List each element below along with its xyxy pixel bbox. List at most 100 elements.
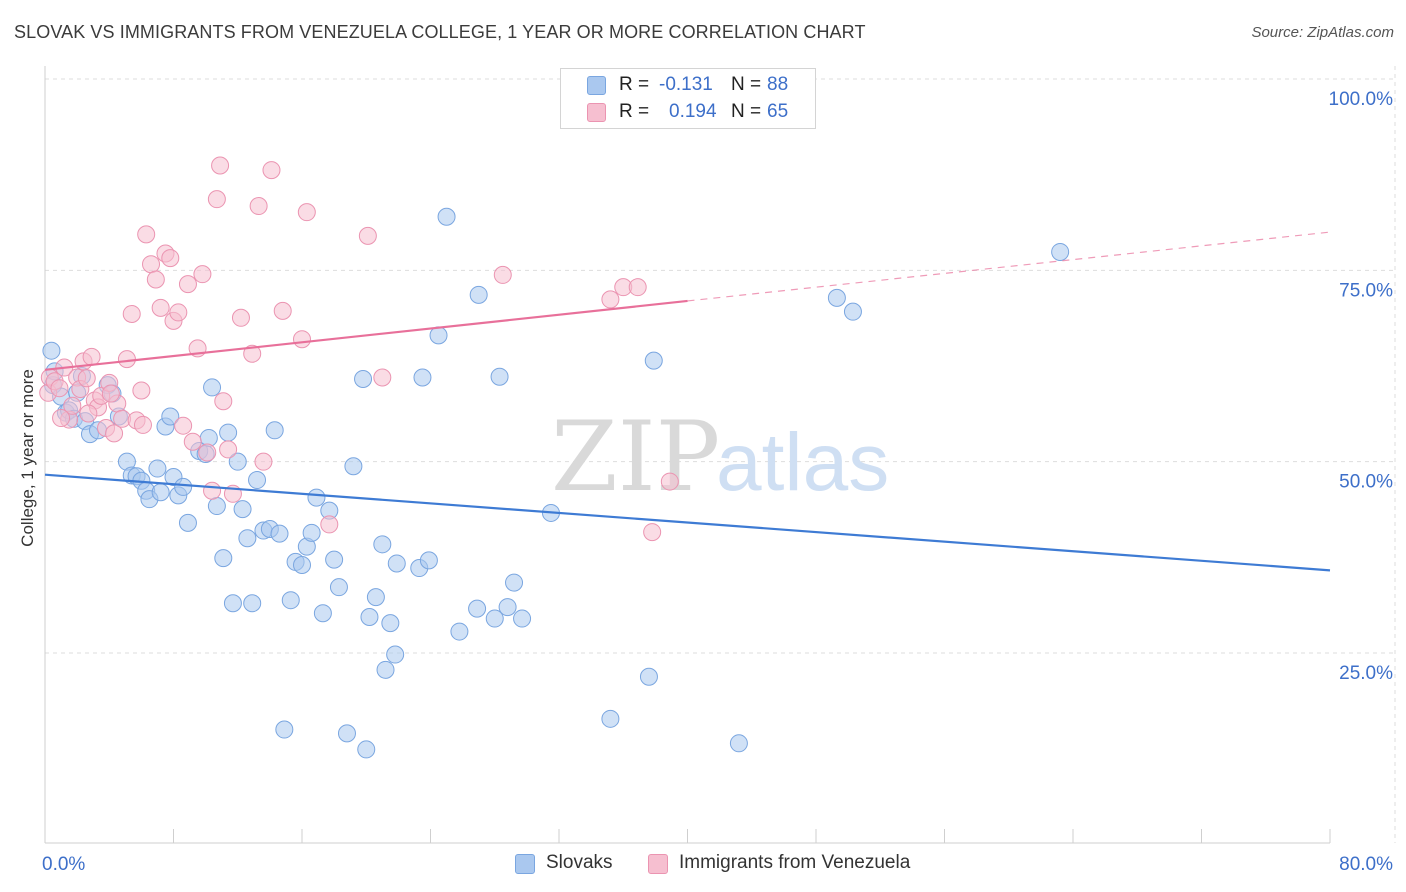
slovaks-point bbox=[490, 367, 509, 386]
slovaks-point bbox=[248, 471, 267, 490]
chart-title: SLOVAK VS IMMIGRANTS FROM VENEZUELA COLL… bbox=[14, 22, 866, 42]
slovaks-point bbox=[513, 609, 532, 628]
venezuela-point bbox=[178, 275, 197, 294]
slovaks-point bbox=[313, 604, 332, 623]
venezuela-point bbox=[231, 308, 250, 327]
venezuela-point bbox=[137, 225, 156, 244]
venezuela-point bbox=[142, 255, 161, 274]
legend-label: Slovaks bbox=[546, 852, 613, 873]
slovaks-point bbox=[601, 709, 620, 728]
venezuela-point bbox=[211, 156, 230, 175]
watermark-zip: ZIP bbox=[551, 401, 720, 513]
slovaks-point bbox=[485, 609, 504, 628]
slovaks-point bbox=[376, 660, 395, 679]
slovaks-point bbox=[228, 452, 247, 471]
venezuela-point bbox=[82, 347, 101, 366]
slovaks-swatch bbox=[515, 854, 535, 874]
venezuela-point bbox=[249, 197, 268, 216]
slovaks-point bbox=[1051, 242, 1070, 261]
slovaks-point bbox=[469, 285, 488, 304]
venezuela-point bbox=[601, 290, 620, 309]
x-tick-label-min: 0.0% bbox=[42, 854, 85, 875]
venezuela-point bbox=[373, 368, 392, 387]
slovaks-point bbox=[307, 488, 326, 507]
venezuela-point bbox=[262, 161, 281, 180]
slovaks-point bbox=[386, 645, 405, 664]
venezuela-point bbox=[203, 481, 222, 500]
n-label: N = bbox=[731, 101, 762, 122]
slovaks-point bbox=[302, 523, 321, 542]
slovaks-point bbox=[387, 554, 406, 573]
venezuela-point bbox=[174, 416, 193, 435]
watermark: ZIP atlas bbox=[551, 401, 889, 513]
slovaks-point bbox=[639, 667, 658, 686]
points-layer bbox=[39, 156, 1070, 759]
slovaks-point bbox=[373, 535, 392, 554]
slovaks-point bbox=[337, 724, 356, 743]
venezuela-point bbox=[219, 440, 238, 459]
venezuela-point bbox=[132, 381, 151, 400]
r-value: -0.131 bbox=[659, 74, 713, 95]
slovaks-point bbox=[505, 573, 524, 592]
slovaks-point bbox=[644, 351, 663, 370]
slovaks-point bbox=[219, 423, 238, 442]
venezuela-swatch bbox=[587, 103, 606, 122]
slovaks-point bbox=[161, 407, 180, 426]
slovaks-point bbox=[233, 500, 252, 519]
slovaks-point bbox=[148, 459, 167, 478]
slovaks-point bbox=[281, 591, 300, 610]
slovaks-point bbox=[243, 594, 262, 613]
venezuela-point bbox=[493, 265, 512, 284]
slovaks-point bbox=[413, 368, 432, 387]
venezuela-point bbox=[193, 265, 212, 284]
slovaks-point bbox=[325, 550, 344, 569]
slovaks-swatch bbox=[587, 76, 606, 95]
slovaks-point bbox=[357, 740, 376, 759]
slovaks-point bbox=[381, 614, 400, 633]
venezuela-point bbox=[151, 298, 170, 317]
y-tick-label: 100.0% bbox=[1329, 89, 1394, 110]
venezuela-point bbox=[169, 303, 188, 322]
venezuela-point bbox=[273, 301, 292, 320]
slovaks-point bbox=[214, 549, 233, 568]
venezuela-point bbox=[320, 515, 339, 534]
venezuela-point bbox=[293, 330, 311, 349]
venezuela-point bbox=[643, 523, 662, 542]
n-value: 88 bbox=[767, 74, 789, 95]
venezuela-point bbox=[628, 278, 647, 297]
slovaks-point bbox=[450, 622, 469, 641]
venezuela-point bbox=[52, 409, 71, 428]
correlation-legend: R = -0.131 N = 88 R = 0.194 N = 65 bbox=[560, 68, 816, 129]
slovaks-point bbox=[437, 207, 456, 226]
n-label: N = bbox=[731, 74, 762, 95]
slovaks-point bbox=[270, 524, 289, 543]
slovaks-point bbox=[42, 341, 61, 360]
slovaks-point bbox=[174, 477, 193, 496]
venezuela-point bbox=[101, 384, 120, 403]
slovaks-trend-line bbox=[44, 473, 1331, 572]
slovaks-point bbox=[207, 497, 226, 516]
venezuela-point bbox=[198, 443, 217, 462]
slovaks-point bbox=[238, 529, 257, 548]
slovaks-point bbox=[265, 421, 284, 440]
slovaks-point bbox=[419, 551, 438, 570]
venezuela-point bbox=[146, 270, 165, 289]
slovaks-point bbox=[354, 370, 373, 389]
venezuela-point bbox=[77, 369, 96, 388]
slovaks-point bbox=[498, 598, 517, 617]
legend-label: Immigrants from Venezuela bbox=[679, 852, 911, 873]
slovaks-point bbox=[293, 555, 311, 574]
y-tick-label: 25.0% bbox=[1339, 663, 1393, 684]
slovaks-point bbox=[729, 734, 748, 753]
venezuela-point bbox=[161, 249, 180, 268]
venezuela-point bbox=[122, 304, 141, 323]
r-label: R = bbox=[619, 101, 650, 122]
y-tick-label: 75.0% bbox=[1339, 280, 1393, 301]
slovaks-point bbox=[275, 720, 294, 739]
venezuela-point bbox=[214, 392, 233, 411]
venezuela-point bbox=[50, 379, 69, 398]
x-tick-label-max: 80.0% bbox=[1339, 854, 1393, 875]
slovaks-point bbox=[151, 483, 170, 502]
n-value: 65 bbox=[767, 101, 789, 122]
